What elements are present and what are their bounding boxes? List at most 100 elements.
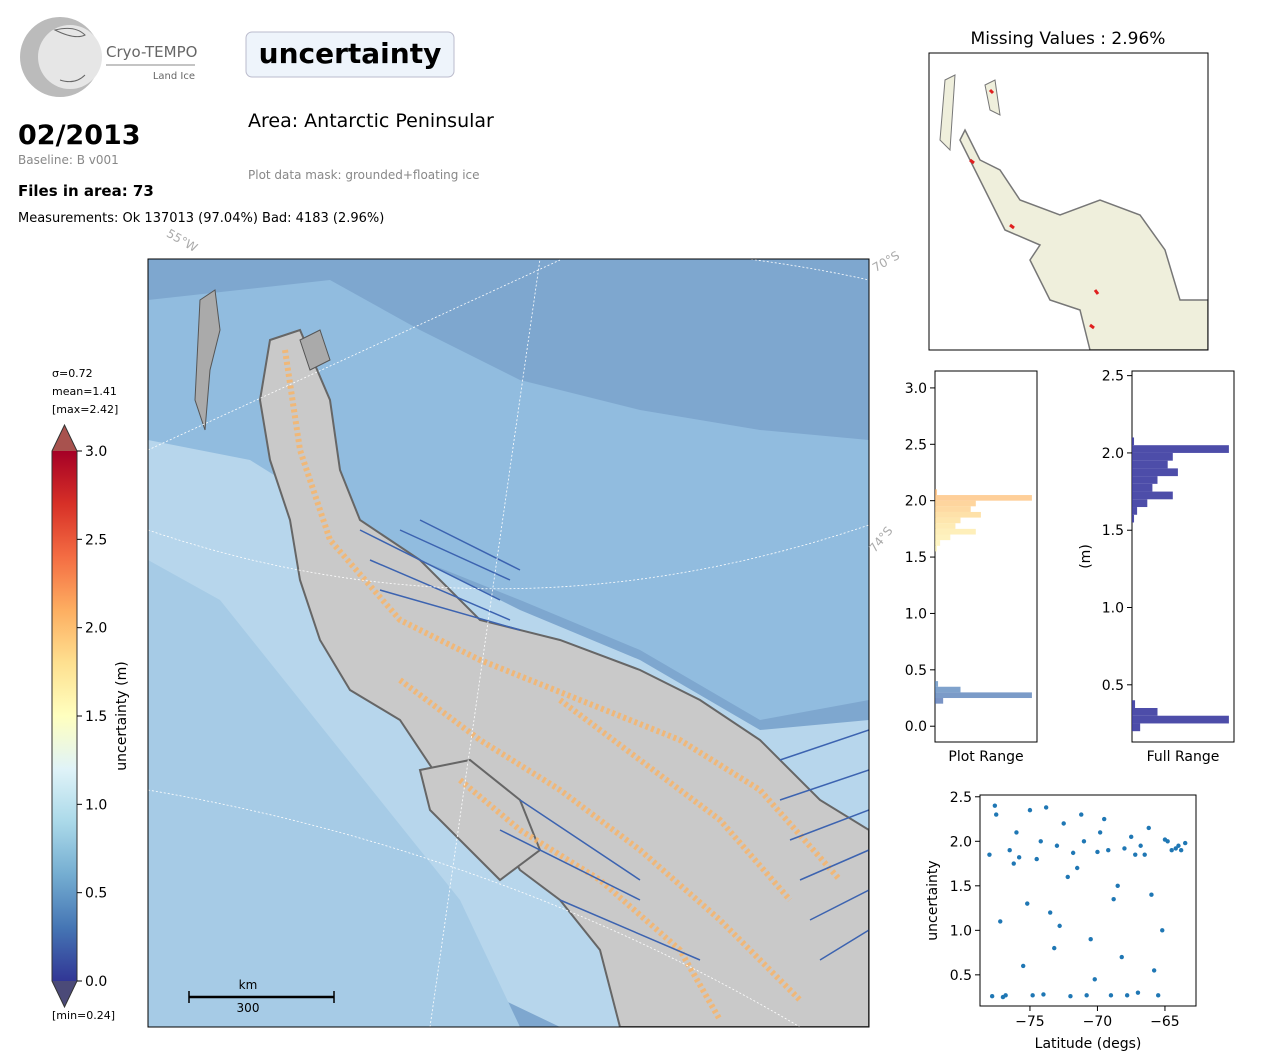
hist-bar [935,692,1032,699]
y-axis-label: uncertainty [925,860,941,940]
hist-bar [1132,476,1158,484]
scatter-point [1092,977,1097,982]
stat: mean=1.41 [52,385,117,398]
colorbar-extend [52,981,77,1007]
colorbar-extend [52,425,77,451]
area: Area: Antarctic Peninsular [248,110,494,132]
y-tick-label: 2.0 [905,494,927,510]
parameter-box [245,31,455,78]
logo: Cryo-TEMPO Land Ice [20,17,197,97]
y-tick-label: 3.0 [85,444,107,460]
scatter-point [1124,993,1130,998]
hist-bar [1132,514,1135,523]
inset-map [929,53,1208,350]
hist-bar [935,500,976,507]
x-axis-label: Full Range [1147,749,1220,765]
scatter-point [1021,963,1026,969]
scatter-point [1169,847,1174,853]
scatter-point [1016,855,1022,860]
y-tick-label: 1.0 [85,797,107,813]
y-tick-label: 0.5 [85,886,107,902]
y-tick-label: 0.0 [85,974,107,990]
scatter-point [1115,883,1120,889]
y-tick-label: 2.0 [950,834,972,850]
y-tick-label: 2.5 [1102,369,1124,385]
scatter-point [1003,993,1008,998]
scatter-point [1178,847,1184,853]
scatter-point [1146,825,1151,831]
scatter-point [998,919,1003,924]
y-tick-label: 1.0 [1102,601,1124,617]
scatter-point [1183,840,1188,846]
baseline: Baseline: B v001 [18,153,119,167]
axes-frame [979,794,1197,1007]
hist-bar [1132,499,1148,508]
scatter-point [1142,852,1147,857]
parameter: uncertainty [259,37,442,70]
x-tick-label: −70 [1083,1014,1113,1030]
scatter-point [992,803,998,808]
scatter-point [1075,865,1080,871]
hist-bar [935,523,956,529]
stat: σ=0.72 [52,367,93,380]
scatter-point [1095,849,1100,855]
x-axis-label: Plot Range [948,749,1023,765]
stat: [max=2.42] [52,403,118,416]
hist-bar [935,511,981,518]
scatter-point [1054,843,1060,848]
scatter-point [1025,901,1030,906]
hist-bar [1132,507,1138,515]
hist-bar [935,545,938,552]
y-tick-label: 2.5 [950,790,972,806]
scatter-point [1041,992,1046,997]
files: Files in area: 73 [18,182,154,200]
scatter-point [1057,923,1062,929]
scale-value: 300 [237,1001,260,1015]
axes-frame [934,370,1038,743]
scatter-point [1102,816,1107,822]
y-tick-label: 2.0 [1102,446,1124,462]
graticule-label: 70°S [870,248,902,275]
hist-bar [1132,707,1158,716]
date: 02/2013 [18,120,141,151]
scatter-point [1043,805,1049,810]
scatter-point [1007,847,1012,853]
hist-bar [935,517,961,524]
y-tick-label: 1.0 [950,923,972,939]
scatter-point [1011,861,1016,866]
hist-bar [1132,460,1168,469]
scatter-point [1108,993,1114,998]
hist-bar [1132,700,1136,708]
scatter-point [1070,850,1076,856]
scatter-point [1151,968,1157,973]
y-tick-label: 2.5 [905,437,927,453]
scatter-point [1111,896,1116,902]
scatter-point [1176,843,1181,848]
scatter-point [1097,830,1103,835]
y-tick-label: 0.5 [950,968,972,984]
scatter-point [1038,839,1043,844]
x-axis-label: Latitude (degs) [1035,1036,1142,1052]
hist-bar [1132,445,1229,453]
y-tick-label: 3.0 [905,381,927,397]
scatter-point [1149,892,1154,897]
hist-bar [935,528,976,535]
scatter-point [1014,830,1019,835]
scatter-point [1160,928,1165,933]
hist-bar [1132,723,1141,732]
scatter-point [1034,856,1039,862]
y-axis-label: (m) [1078,544,1094,569]
y-tick-label: 2.0 [85,621,107,637]
scatter-point [1119,954,1124,960]
hist-bar [1132,452,1173,461]
axis-label: uncertainty (m) [114,661,130,770]
y-tick-label: 1.5 [1102,523,1124,539]
y-tick-label: 1.5 [950,879,972,895]
scatter-point [1088,937,1093,942]
y-tick-label: 0.5 [1102,678,1124,694]
hist-bar [1132,491,1173,500]
scatter-point [1084,993,1089,998]
hist-bar [1132,483,1153,492]
scale-unit: km [239,978,258,992]
logo-subtitle: Land Ice [153,71,195,82]
